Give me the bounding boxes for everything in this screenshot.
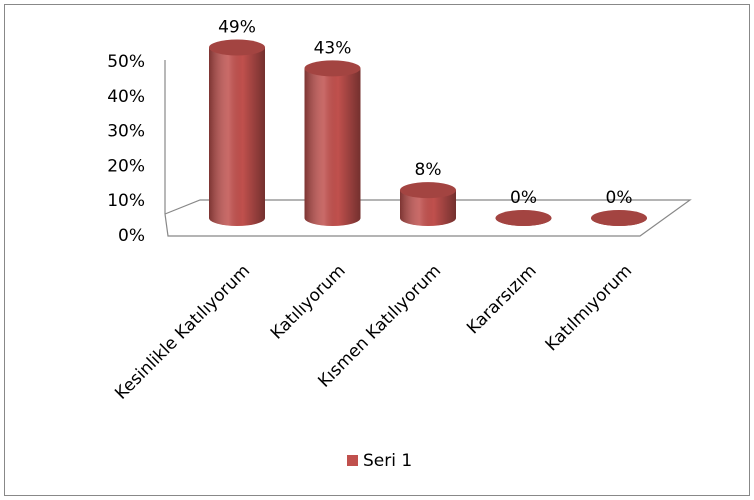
bar [495,210,552,226]
bar-top-shade [495,210,552,226]
bar [591,210,647,226]
plot-floor [164,60,692,237]
value-label: 49% [218,17,256,37]
legend-label: Seri 1 [363,451,412,471]
bar-shade [209,47,265,227]
bar-top-shade [304,60,361,77]
y-tick-label: 50% [107,52,145,72]
y-tick-label: 20% [107,156,145,176]
bar-top [209,39,265,56]
bar-top [400,182,456,199]
legend-swatch [347,455,358,466]
bar-top [591,210,647,226]
bar-top [495,210,552,226]
bar-shade [304,68,361,226]
value-label: 43% [314,38,352,58]
bar-top-shade [209,39,265,56]
bar-shade [400,190,456,226]
y-tick-label: 40% [107,87,145,107]
y-tick-label: 30% [107,122,145,142]
bar [304,60,361,226]
value-label: 0% [606,188,633,208]
chart-border [4,4,750,496]
bar [209,39,265,227]
bar-top-shade [400,182,456,199]
y-tick-label: 10% [107,191,145,211]
value-label: 0% [510,188,537,208]
bar-top [304,60,361,77]
bar [400,182,456,226]
value-label: 8% [415,160,442,180]
y-tick-label: 0% [118,226,145,246]
bar-top-shade [591,210,647,226]
